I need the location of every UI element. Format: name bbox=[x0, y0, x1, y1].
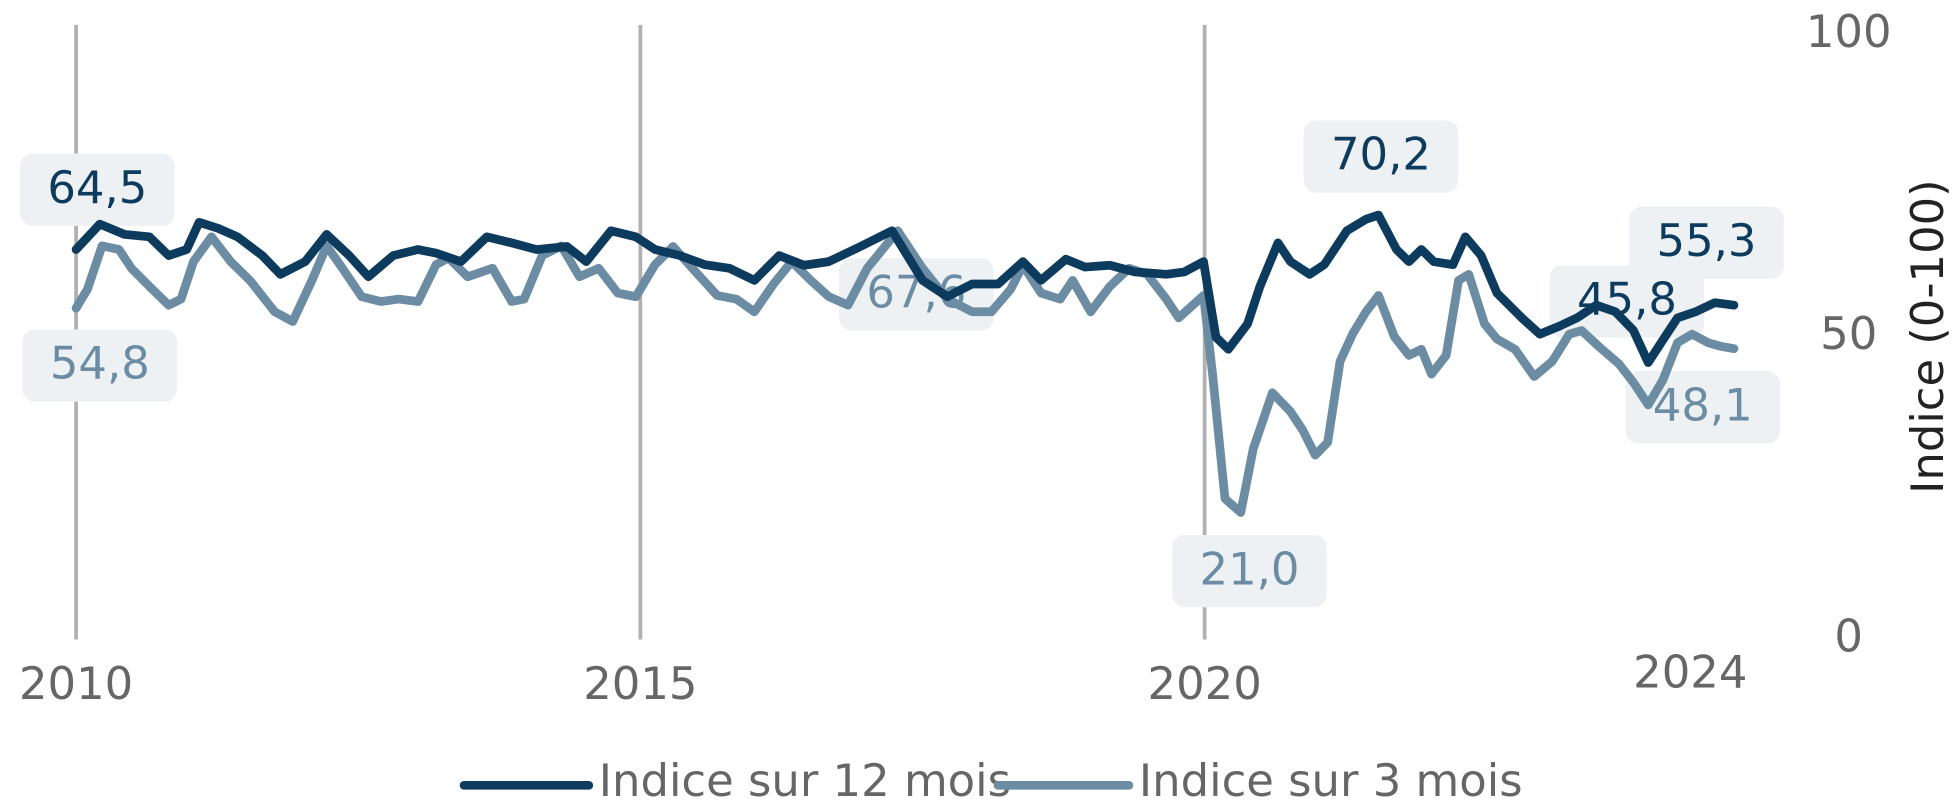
data-label-box bbox=[1303, 120, 1459, 193]
data-label: 55,3 bbox=[1657, 214, 1757, 267]
y-axis-title: Indice (0-100) bbox=[1901, 179, 1954, 493]
data-label-box bbox=[1625, 371, 1781, 444]
data-label: 64,5 bbox=[47, 161, 147, 214]
y-tick-label: 100 bbox=[1806, 5, 1892, 58]
legend-label: Indice sur 12 mois bbox=[599, 754, 1011, 807]
data-label-box bbox=[839, 258, 994, 331]
data-label: 21,0 bbox=[1200, 542, 1300, 595]
x-end-label: 2024 bbox=[1633, 646, 1747, 699]
data-label-box bbox=[22, 329, 178, 402]
data-label-box bbox=[1172, 534, 1327, 608]
x-tick-label: 2010 bbox=[19, 657, 133, 710]
data-label-box bbox=[19, 153, 175, 226]
data-label: 45,8 bbox=[1577, 273, 1677, 326]
line-series bbox=[71, 210, 1739, 367]
legend-label: Indice sur 3 mois bbox=[1139, 754, 1523, 807]
x-tick-label: 2015 bbox=[583, 657, 697, 710]
line-series bbox=[71, 226, 1739, 517]
data-label: 70,2 bbox=[1331, 128, 1431, 181]
y-tick-label: 50 bbox=[1820, 307, 1877, 360]
y-tick-label: 0 bbox=[1834, 609, 1863, 662]
x-tick-label: 2020 bbox=[1148, 657, 1262, 710]
data-label: 48,1 bbox=[1653, 379, 1753, 432]
data-label-box bbox=[1549, 265, 1705, 338]
data-label: 54,8 bbox=[50, 337, 150, 390]
data-label-box bbox=[1629, 206, 1784, 279]
